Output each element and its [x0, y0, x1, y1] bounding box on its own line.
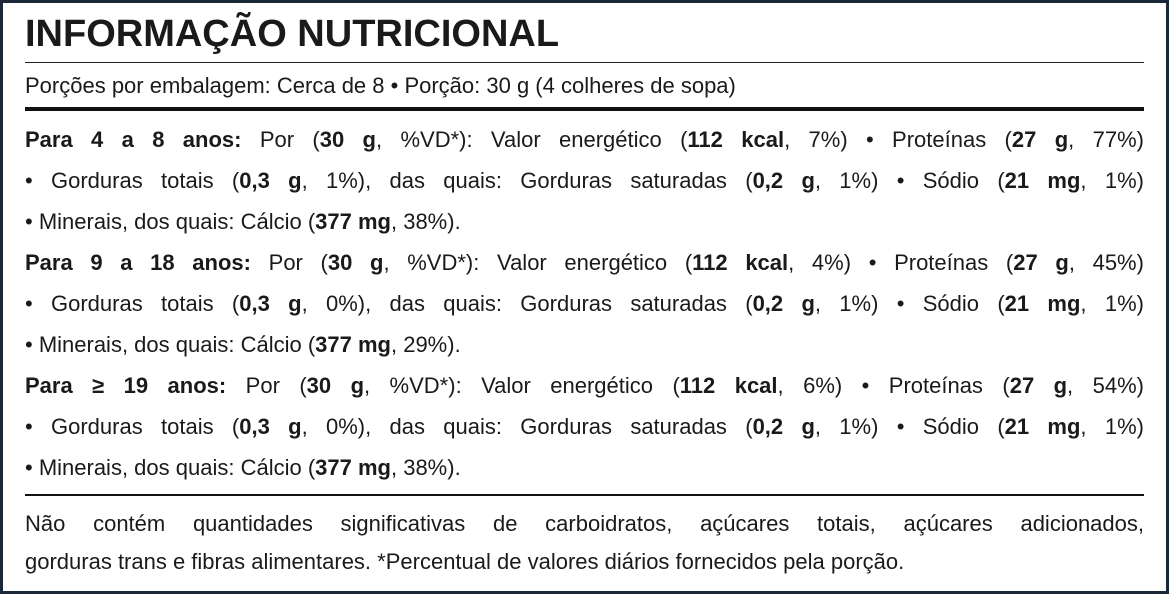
text: , 1%) • Sódio ( — [814, 168, 1005, 193]
footer-line: gorduras trans e fibras alimentares. *Pe… — [25, 549, 905, 574]
bold-text: 27 g — [1009, 373, 1068, 398]
serving-info: Porções por embalagem: Cerca de 8 • Porç… — [25, 63, 1144, 111]
bold-text: 0,3 g — [239, 291, 302, 316]
text: Por ( — [226, 373, 307, 398]
bold-text: Para 9 a 18 anos: — [25, 250, 251, 275]
bold-text: Para ≥ 19 anos: — [25, 373, 227, 398]
text: Por ( — [241, 127, 320, 152]
bold-text: 0,3 g — [239, 414, 302, 439]
text: , 7%) • Proteínas ( — [784, 127, 1012, 152]
text: , %VD*): Valor energético ( — [376, 127, 688, 152]
text: , 1%) — [1080, 291, 1144, 316]
text: Por ( — [250, 250, 328, 275]
text: , 0%), das quais: Gorduras saturadas ( — [301, 414, 753, 439]
nutrient-line: Para ≥ 19 anos: Por (30 g, %VD*): Valor … — [25, 365, 1144, 406]
nutrient-line: • Minerais, dos quais: Cálcio (377 mg, 3… — [25, 201, 1144, 242]
text: , 45%) — [1068, 250, 1144, 275]
bold-text: 30 g — [306, 373, 365, 398]
bold-text: 112 kcal — [687, 127, 785, 152]
bold-text: 27 g — [1011, 127, 1069, 152]
bold-text: 21 mg — [1004, 291, 1081, 316]
nutrient-line: Para 4 a 8 anos: Por (30 g, %VD*): Valor… — [25, 119, 1144, 160]
title: INFORMAÇÃO NUTRICIONAL — [25, 3, 1144, 63]
text: , %VD*): Valor energético ( — [364, 373, 680, 398]
nutrient-sections: Para 4 a 8 anos: Por (30 g, %VD*): Valor… — [25, 111, 1144, 496]
nutrient-line: • Minerais, dos quais: Cálcio (377 mg, 3… — [25, 447, 1144, 488]
footer: Não contém quantidades significativas de… — [25, 496, 1144, 581]
text: , 1%) — [1080, 414, 1144, 439]
text: , 1%), das quais: Gorduras saturadas ( — [301, 168, 753, 193]
nutrient-line: Para 9 a 18 anos: Por (30 g, %VD*): Valo… — [25, 242, 1144, 283]
text: • Minerais, dos quais: Cálcio ( — [25, 209, 316, 234]
bold-text: 21 mg — [1004, 168, 1081, 193]
text: , 0%), das quais: Gorduras saturadas ( — [301, 291, 753, 316]
bold-text: 0,2 g — [752, 291, 815, 316]
bold-text: 112 kcal — [679, 373, 778, 398]
bold-text: 0,2 g — [752, 414, 815, 439]
text: , 1%) • Sódio ( — [814, 291, 1005, 316]
text: , 6%) • Proteínas ( — [777, 373, 1010, 398]
bold-text: 21 mg — [1004, 414, 1081, 439]
text: , 54%) — [1067, 373, 1144, 398]
nutrient-line: • Gorduras totais (0,3 g, 0%), das quais… — [25, 406, 1144, 447]
text: • Gorduras totais ( — [25, 291, 240, 316]
text: , 1%) • Sódio ( — [814, 414, 1005, 439]
text: • Gorduras totais ( — [25, 168, 240, 193]
text: , 4%) • Proteínas ( — [788, 250, 1014, 275]
text: , 38%). — [390, 209, 461, 234]
text: • Minerais, dos quais: Cálcio ( — [25, 455, 316, 480]
text: , 77%) — [1068, 127, 1144, 152]
bold-text: 30 g — [319, 127, 376, 152]
footer-line: Não contém quantidades significativas de… — [25, 511, 1144, 536]
text: , 1%) — [1080, 168, 1144, 193]
text: , 38%). — [390, 455, 461, 480]
text: • Minerais, dos quais: Cálcio ( — [25, 332, 316, 357]
nutrient-line: • Minerais, dos quais: Cálcio (377 mg, 2… — [25, 324, 1144, 365]
bold-text: 377 mg — [315, 455, 391, 480]
text: , 29%). — [390, 332, 461, 357]
bold-text: 377 mg — [315, 332, 391, 357]
bold-text: 27 g — [1013, 250, 1069, 275]
bold-text: 112 kcal — [692, 250, 789, 275]
bold-text: 30 g — [327, 250, 384, 275]
bold-text: 0,2 g — [752, 168, 815, 193]
bold-text: 377 mg — [315, 209, 391, 234]
bold-text: 0,3 g — [239, 168, 302, 193]
bold-text: Para 4 a 8 anos: — [25, 127, 242, 152]
nutrient-line: • Gorduras totais (0,3 g, 1%), das quais… — [25, 160, 1144, 201]
text: , %VD*): Valor energético ( — [383, 250, 693, 275]
nutrient-line: • Gorduras totais (0,3 g, 0%), das quais… — [25, 283, 1144, 324]
text: • Gorduras totais ( — [25, 414, 240, 439]
